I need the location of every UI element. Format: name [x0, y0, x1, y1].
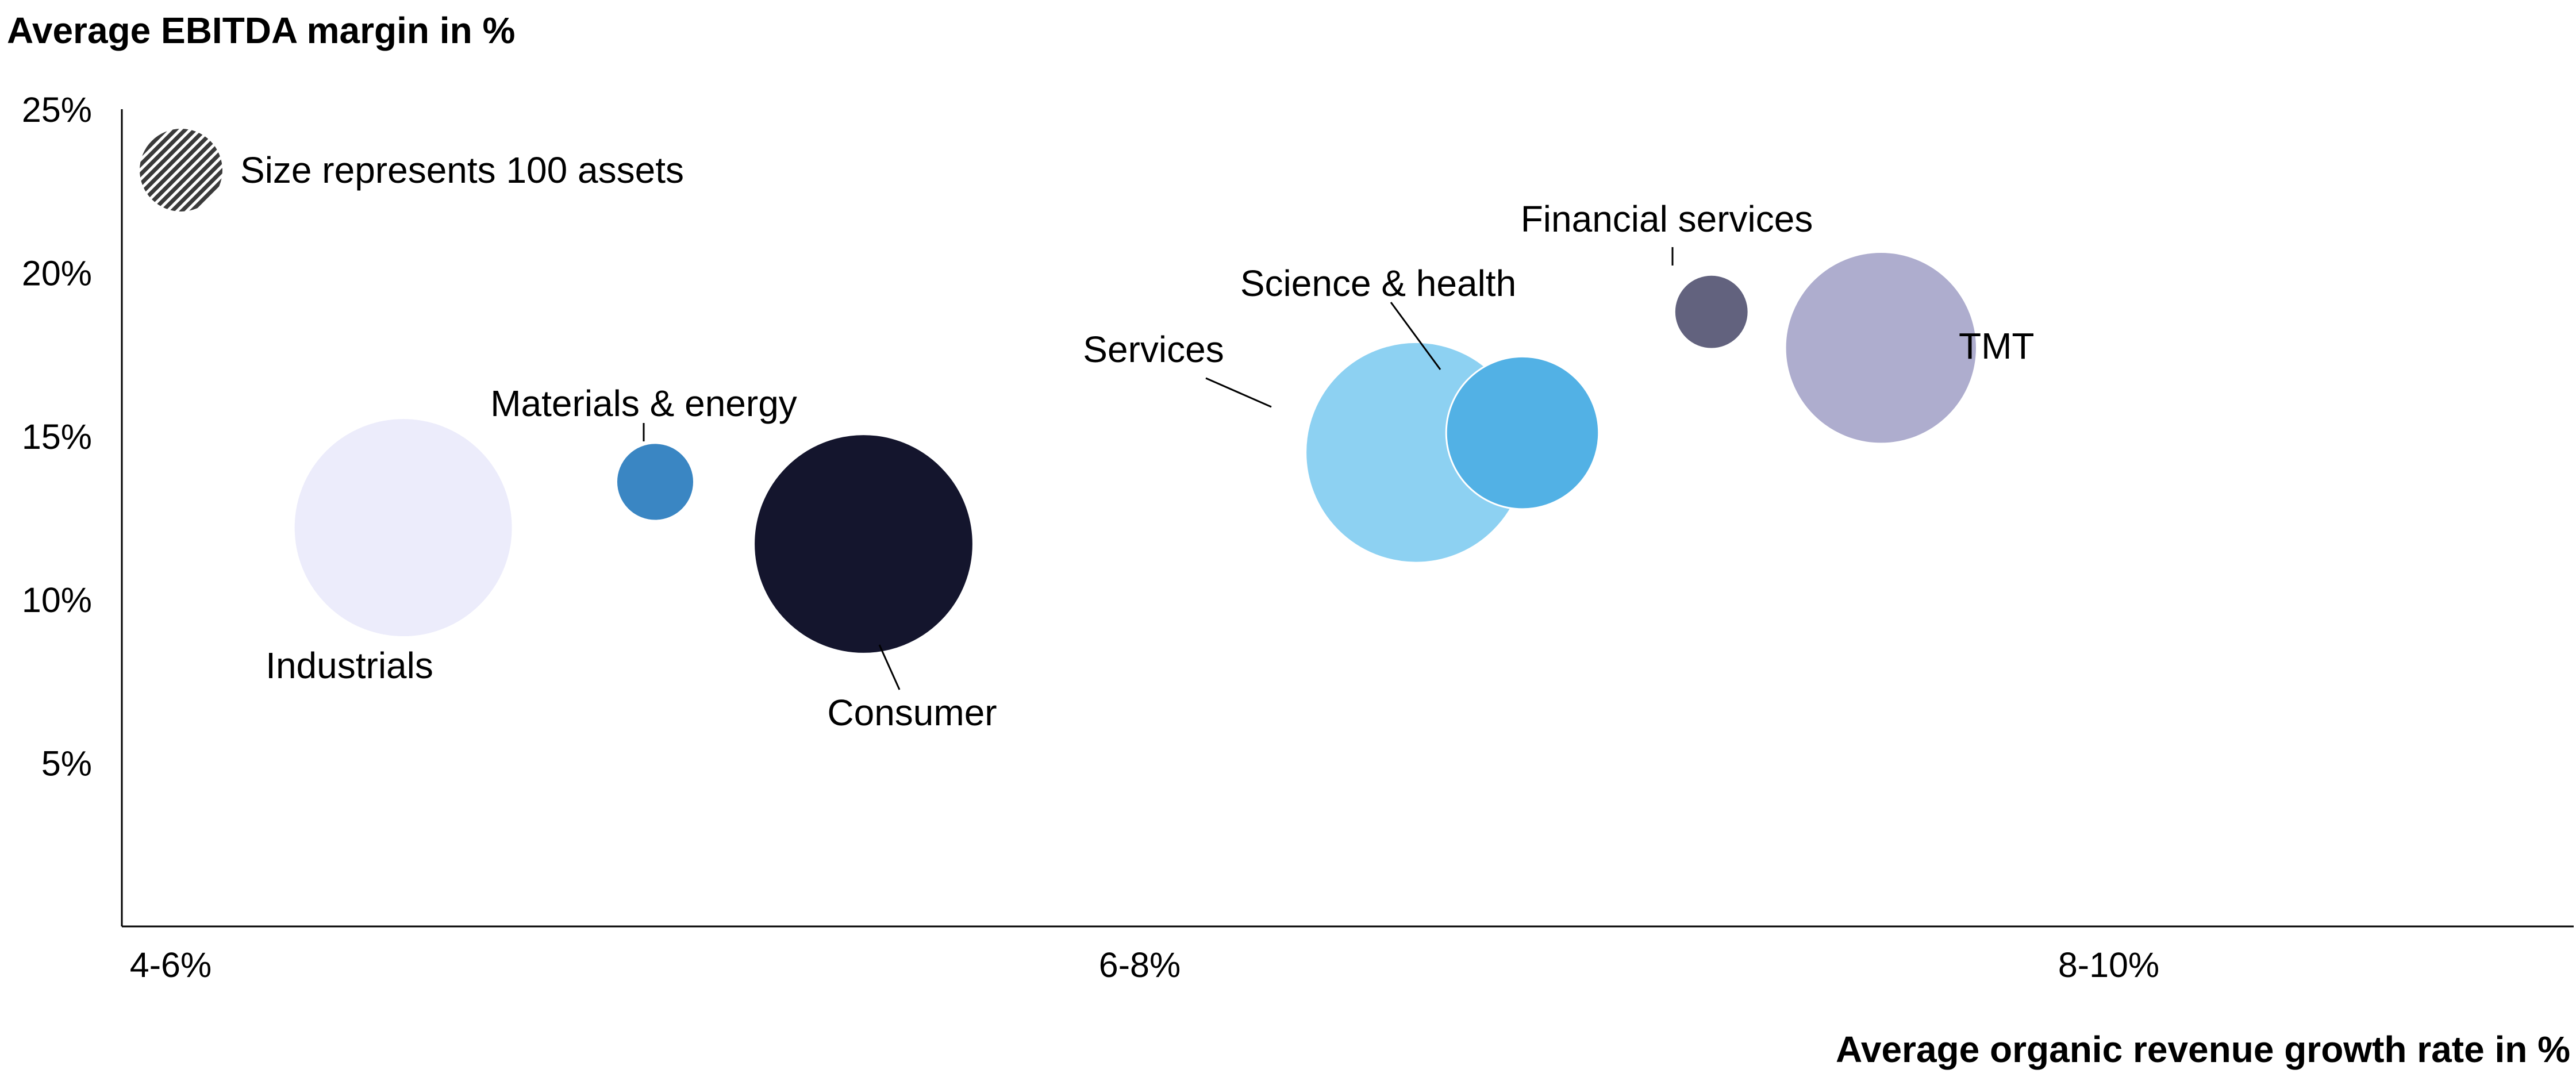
y-axis-title: Average EBITDA margin in % [7, 10, 515, 51]
leader-consumer [878, 644, 901, 690]
y-tick-label: 25% [22, 90, 92, 129]
label-services: Services [1083, 329, 1224, 370]
bubble-labels: Industrials Materials & energy Consumer … [266, 198, 2034, 733]
bubble-tmt [1784, 251, 1978, 445]
label-tmt: TMT [1959, 325, 2035, 367]
size-legend-text: Size represents 100 assets [240, 149, 684, 191]
y-tick-label: 20% [22, 253, 92, 293]
x-tick-label: 8-10% [2058, 945, 2159, 984]
bubble-consumer [753, 433, 974, 655]
y-ticks: 5% 10% 15% 20% 25% [22, 90, 92, 783]
label-financial-services: Financial services [1521, 198, 1813, 240]
bubbles [293, 251, 1978, 655]
bubble-science-health [1445, 355, 1600, 510]
label-industrials: Industrials [266, 645, 433, 686]
x-ticks: 4-6% 6-8% 8-10% [130, 945, 2159, 984]
x-tick-label: 4-6% [130, 945, 212, 984]
size-legend-circle [140, 129, 222, 211]
y-tick-label: 15% [22, 417, 92, 456]
bubble-financial-services [1673, 274, 1750, 350]
leader-services [1205, 377, 1272, 408]
label-consumer: Consumer [827, 692, 997, 733]
size-legend: Size represents 100 assets [140, 129, 684, 211]
y-tick-label: 5% [41, 744, 92, 783]
x-tick-label: 6-8% [1099, 945, 1181, 984]
bubble-industrials [293, 417, 514, 638]
label-science-health: Science & health [1240, 263, 1516, 304]
x-axis-title: Average organic revenue growth rate in % [1836, 1029, 2570, 1070]
leader-science-health [1390, 302, 1441, 370]
bubble-materials-energy [615, 442, 695, 522]
y-tick-label: 10% [22, 580, 92, 620]
label-materials-energy: Materials & energy [490, 383, 797, 424]
